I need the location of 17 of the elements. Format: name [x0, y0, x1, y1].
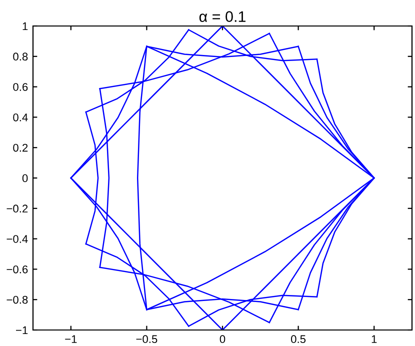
y-tick-label: 1 — [22, 22, 28, 30]
y-tick-label: 0.2 — [13, 144, 28, 152]
y-tick-label: 0.6 — [13, 83, 28, 91]
y-tick-label: −0.6 — [6, 265, 28, 274]
x-tick-label: 1 — [372, 335, 377, 343]
y-tick-label: 0.8 — [13, 52, 28, 61]
chart-title: α = 0.1 — [199, 11, 246, 22]
y-tick-label: −0.2 — [6, 204, 28, 213]
y-tick-label: −1 — [16, 326, 28, 334]
x-tick-label: −1 — [65, 335, 77, 343]
y-tick-label: −0.8 — [6, 296, 28, 304]
x-tick-label: 0 — [220, 335, 226, 344]
x-tick-label: −0.5 — [136, 335, 158, 344]
y-tick-label: 0.4 — [13, 113, 28, 122]
y-tick-label: 0 — [22, 174, 28, 182]
y-tick-label: −0.4 — [6, 235, 28, 243]
x-tick-label: 0.5 — [291, 335, 306, 344]
